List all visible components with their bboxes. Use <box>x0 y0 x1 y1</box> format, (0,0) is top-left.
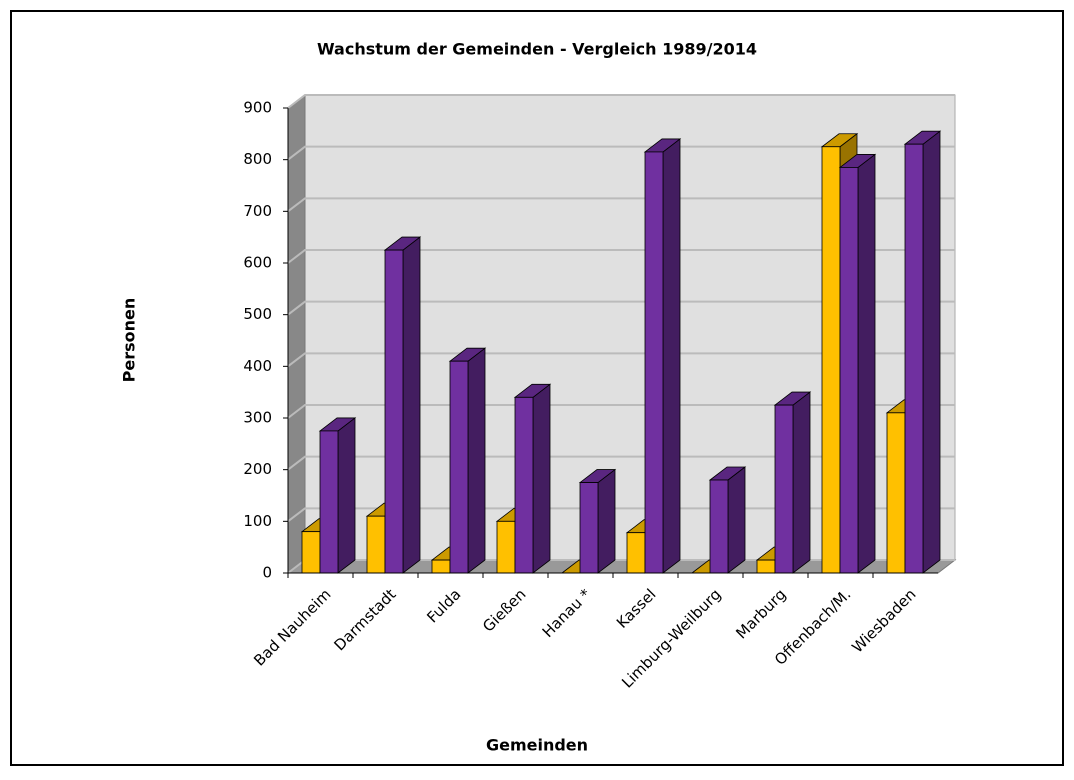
bar-side <box>727 466 746 574</box>
bar <box>431 559 451 574</box>
grid-line <box>287 249 955 264</box>
bar <box>514 396 534 574</box>
grid-line <box>287 197 955 213</box>
bar-side <box>337 417 356 574</box>
bar-side <box>922 130 941 574</box>
y-tick-label: 200 <box>243 460 272 478</box>
y-tick-label: 700 <box>243 202 272 220</box>
bar-side <box>467 347 486 574</box>
grid-line <box>287 300 955 316</box>
bar-side <box>597 468 616 574</box>
bar <box>496 520 516 574</box>
y-tick-label: 100 <box>243 512 272 530</box>
x-axis-title: Gemeinden <box>486 736 588 755</box>
bar <box>756 559 776 574</box>
bar <box>904 143 924 574</box>
bar <box>886 412 906 574</box>
bar-side <box>792 391 811 574</box>
bar-side <box>402 236 421 574</box>
y-tick-label: 600 <box>243 254 272 272</box>
grid-line <box>287 145 955 161</box>
bar <box>366 515 386 574</box>
y-tick-label: 900 <box>243 99 272 117</box>
bar <box>319 430 339 574</box>
bar <box>709 479 729 574</box>
y-tick-label: 800 <box>243 150 272 168</box>
bar <box>449 360 469 574</box>
bar <box>821 146 841 574</box>
grid-line <box>287 404 955 419</box>
bar <box>839 167 859 574</box>
bar-side <box>857 153 876 574</box>
bar <box>301 531 321 574</box>
chart-title: Wachstum der Gemeinden - Vergleich 1989/… <box>317 40 757 59</box>
y-axis-title: Personen <box>120 298 139 383</box>
bar <box>384 249 404 574</box>
y-tick-label: 400 <box>243 357 272 375</box>
bar <box>626 532 646 574</box>
bar <box>774 404 794 574</box>
bar <box>644 151 664 574</box>
bar <box>579 482 599 574</box>
bar-side <box>532 383 551 574</box>
grid-line <box>287 455 955 471</box>
y-tick-label: 500 <box>243 305 272 323</box>
side-wall <box>287 93 306 575</box>
y-tick-label: 0 <box>262 564 272 582</box>
grid-line <box>287 94 955 109</box>
grid-line <box>287 352 955 368</box>
bar-side <box>662 138 681 574</box>
y-tick-label: 300 <box>243 409 272 427</box>
